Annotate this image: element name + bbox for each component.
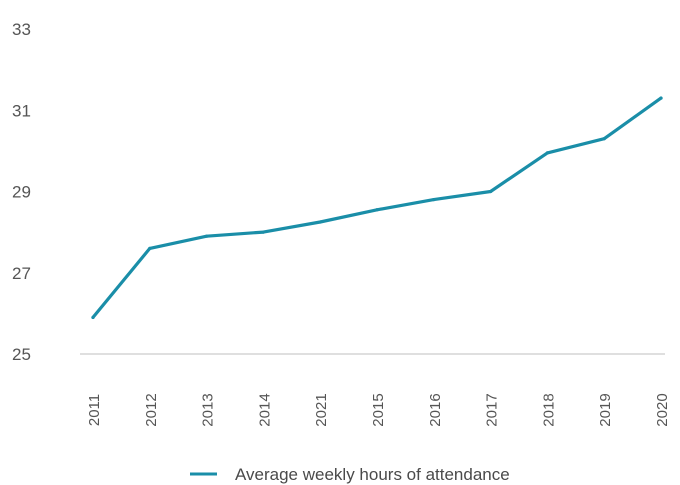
x-axis: 2011 2012 2013 2014 2021 2015 2016 2017 2018 2019…	[86, 393, 671, 426]
data-point	[602, 137, 606, 141]
x-tick-label: 2017	[484, 393, 501, 426]
data-point	[148, 246, 152, 250]
data-point	[659, 96, 663, 100]
series-layer	[91, 96, 663, 320]
x-tick-label: 2018	[540, 393, 557, 426]
y-tick-label: 29	[12, 183, 31, 202]
data-point	[205, 234, 209, 238]
y-tick-label: 25	[12, 345, 31, 364]
y-tick-label: 27	[12, 264, 31, 283]
x-tick-label: 2019	[597, 393, 614, 426]
y-tick-label: 31	[12, 101, 31, 120]
y-tick-label: 33	[12, 20, 31, 39]
x-tick-label: 2016	[427, 393, 444, 426]
data-point	[375, 208, 379, 212]
data-point	[318, 220, 322, 224]
x-tick-label: 2012	[143, 393, 160, 426]
data-point	[545, 151, 550, 155]
x-tick-label: 2013	[200, 393, 217, 426]
x-tick-label: 2020	[654, 393, 671, 426]
data-point	[261, 230, 265, 234]
data-point	[91, 315, 95, 320]
legend: Average weekly hours of attendance	[190, 465, 510, 484]
x-tick-label: 2014	[256, 393, 273, 426]
y-axis: 25 27 29 31 33	[12, 20, 31, 364]
x-tick-label: 2011	[86, 394, 103, 426]
x-tick-label: 2021	[313, 393, 330, 426]
x-tick-label: 2015	[370, 393, 387, 426]
legend-label: Average weekly hours of attendance	[235, 465, 510, 484]
data-point	[489, 189, 493, 194]
series-line-0	[91, 96, 663, 319]
data-point	[432, 198, 436, 202]
